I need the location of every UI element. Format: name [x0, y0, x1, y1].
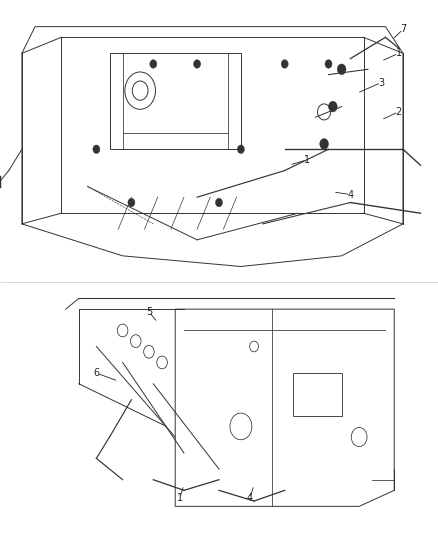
Text: 1: 1	[177, 494, 183, 503]
Text: 4: 4	[347, 190, 353, 199]
Circle shape	[128, 198, 135, 207]
Circle shape	[328, 101, 337, 112]
Circle shape	[93, 145, 100, 154]
Circle shape	[320, 139, 328, 149]
Circle shape	[325, 60, 332, 68]
Text: 1: 1	[304, 155, 310, 165]
Text: 1: 1	[396, 49, 402, 58]
Circle shape	[237, 145, 244, 154]
Circle shape	[337, 64, 346, 75]
Circle shape	[215, 198, 223, 207]
Text: 5: 5	[146, 307, 152, 317]
Circle shape	[194, 60, 201, 68]
Text: 3: 3	[378, 78, 384, 87]
Circle shape	[150, 60, 157, 68]
Text: 2: 2	[396, 107, 402, 117]
Text: 6: 6	[93, 368, 99, 378]
Circle shape	[281, 60, 288, 68]
Text: 4: 4	[247, 494, 253, 503]
Text: 7: 7	[400, 25, 406, 34]
